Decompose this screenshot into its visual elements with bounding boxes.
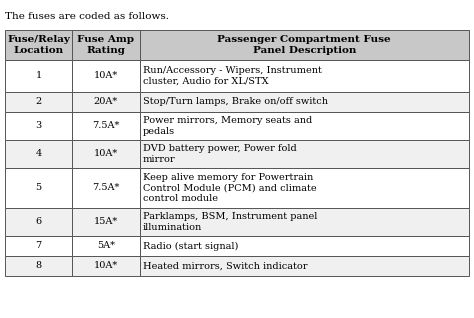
- Bar: [139, 236, 469, 256]
- Bar: [5, 30, 72, 60]
- Text: 7: 7: [36, 241, 42, 251]
- Bar: [139, 140, 469, 168]
- Text: DVD battery power, Power fold
mirror: DVD battery power, Power fold mirror: [143, 144, 296, 164]
- Bar: [139, 112, 469, 140]
- Bar: [139, 256, 469, 276]
- Bar: [5, 92, 72, 112]
- Text: 7.5A*: 7.5A*: [92, 121, 119, 130]
- Bar: [5, 60, 72, 92]
- Bar: [72, 60, 139, 92]
- Text: 1: 1: [36, 72, 42, 80]
- Bar: [139, 30, 469, 60]
- Text: 20A*: 20A*: [94, 98, 118, 107]
- Bar: [139, 208, 469, 236]
- Bar: [72, 112, 139, 140]
- Text: Stop/Turn lamps, Brake on/off switch: Stop/Turn lamps, Brake on/off switch: [143, 98, 328, 107]
- Bar: [139, 60, 469, 92]
- Text: 15A*: 15A*: [94, 218, 118, 226]
- Bar: [5, 112, 72, 140]
- Text: Passenger Compartment Fuse
Panel Description: Passenger Compartment Fuse Panel Descrip…: [218, 35, 391, 55]
- Text: Run/Accessory - Wipers, Instrument
cluster, Audio for XL/STX: Run/Accessory - Wipers, Instrument clust…: [143, 66, 321, 86]
- Bar: [72, 256, 139, 276]
- Text: 8: 8: [36, 261, 42, 271]
- Text: 7.5A*: 7.5A*: [92, 183, 119, 192]
- Text: Parklamps, BSM, Instrument panel
illumination: Parklamps, BSM, Instrument panel illumin…: [143, 212, 317, 232]
- Bar: [5, 168, 72, 208]
- Bar: [72, 140, 139, 168]
- Bar: [72, 208, 139, 236]
- Text: Fuse/Relay
Location: Fuse/Relay Location: [7, 35, 70, 55]
- Bar: [5, 256, 72, 276]
- Text: Radio (start signal): Radio (start signal): [143, 241, 238, 251]
- Text: 5: 5: [36, 183, 42, 192]
- Text: 4: 4: [36, 149, 42, 158]
- Text: The fuses are coded as follows.: The fuses are coded as follows.: [5, 12, 169, 21]
- Bar: [5, 236, 72, 256]
- Bar: [5, 208, 72, 236]
- Text: 2: 2: [36, 98, 42, 107]
- Bar: [72, 30, 139, 60]
- Text: Heated mirrors, Switch indicator: Heated mirrors, Switch indicator: [143, 261, 307, 271]
- Bar: [72, 168, 139, 208]
- Text: 10A*: 10A*: [94, 149, 118, 158]
- Text: 10A*: 10A*: [94, 261, 118, 271]
- Text: 10A*: 10A*: [94, 72, 118, 80]
- Text: Power mirrors, Memory seats and
pedals: Power mirrors, Memory seats and pedals: [143, 116, 312, 136]
- Bar: [72, 92, 139, 112]
- Text: 5A*: 5A*: [97, 241, 115, 251]
- Text: Keep alive memory for Powertrain
Control Module (PCM) and climate
control module: Keep alive memory for Powertrain Control…: [143, 173, 316, 203]
- Text: 3: 3: [36, 121, 42, 130]
- Bar: [139, 92, 469, 112]
- Bar: [5, 140, 72, 168]
- Text: Fuse Amp
Rating: Fuse Amp Rating: [77, 35, 135, 55]
- Bar: [139, 168, 469, 208]
- Text: 6: 6: [36, 218, 42, 226]
- Bar: [72, 236, 139, 256]
